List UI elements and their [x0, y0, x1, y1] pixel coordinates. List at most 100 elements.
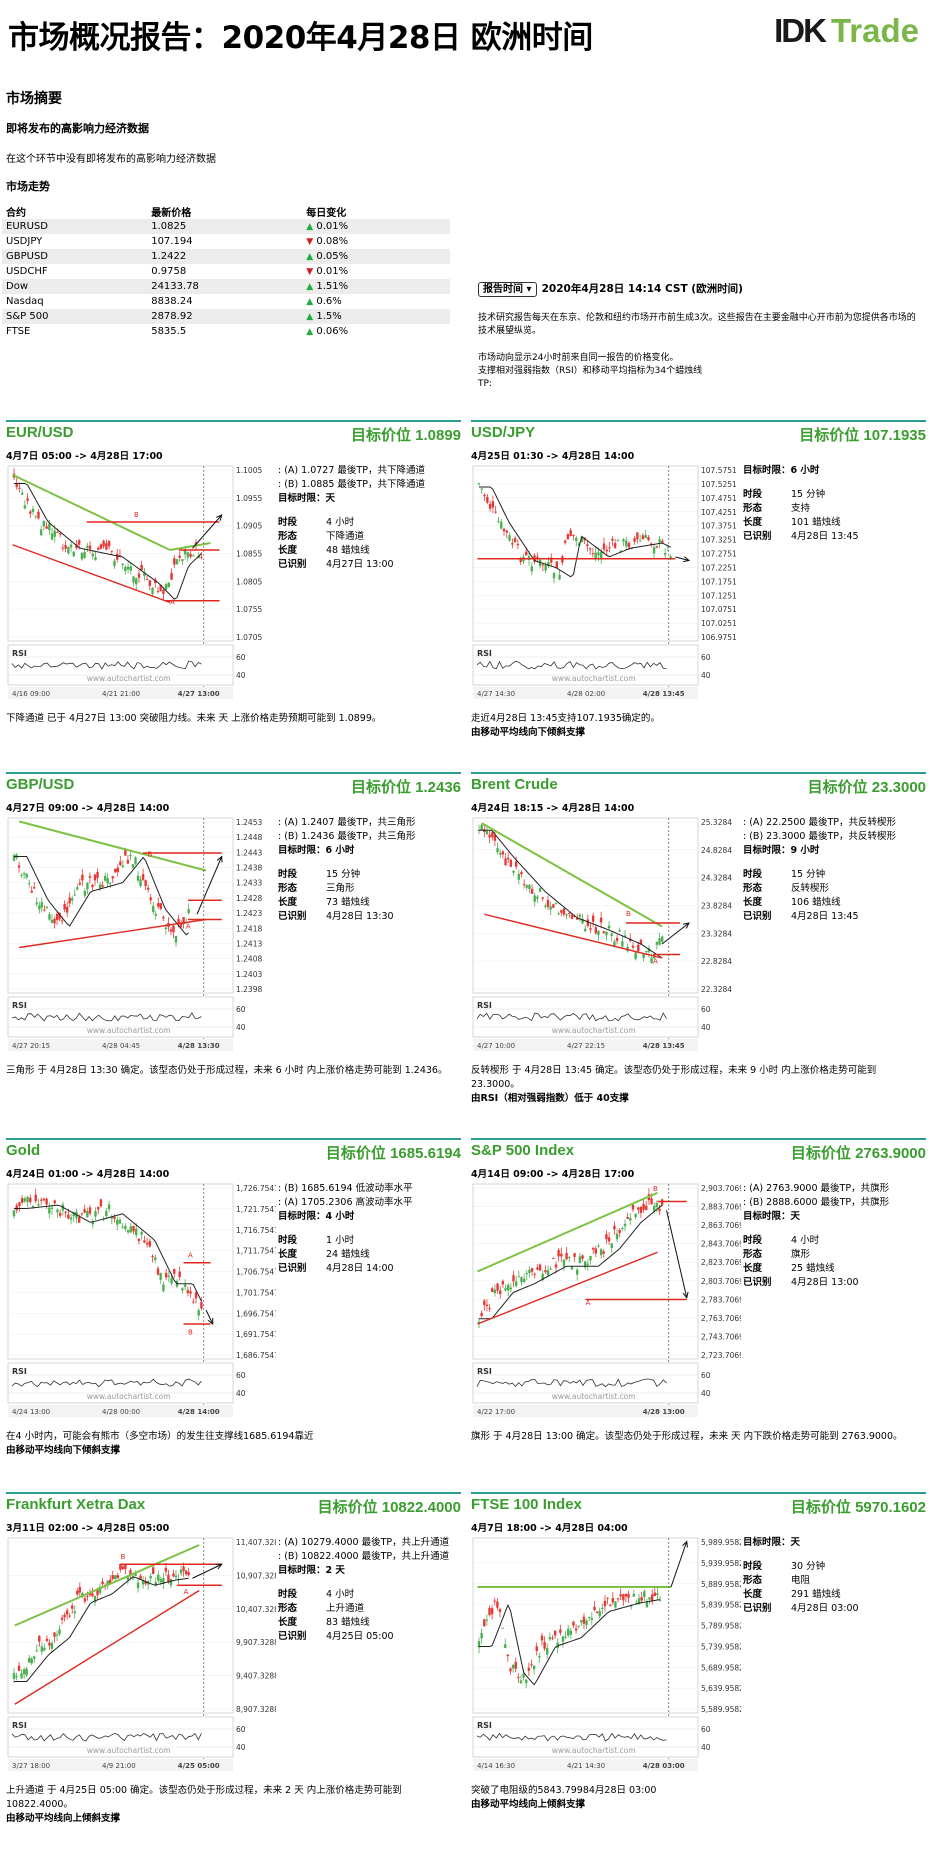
table-row: GBPUSD 1.2422 ▲ 0.05%: [2, 249, 450, 264]
candle: [186, 1290, 190, 1294]
candle: [12, 1210, 16, 1217]
candle: [162, 589, 165, 595]
target-line: : (A) 1.0727 最後TP，共下降通道: [278, 465, 425, 476]
candle: [658, 1208, 661, 1212]
candle: [58, 1213, 62, 1216]
candle: [619, 550, 622, 552]
candle: [91, 1221, 94, 1225]
candle: [565, 914, 568, 916]
candle: [20, 1198, 24, 1203]
candle: [520, 872, 523, 875]
candle: [554, 903, 558, 905]
candle: [151, 587, 154, 594]
candle: [543, 1641, 546, 1649]
candle: [480, 488, 483, 490]
target-line: 目标时限：天: [743, 1537, 801, 1548]
candle: [129, 855, 132, 857]
table-row: FTSE 5835.5 ▲ 0.06%: [2, 324, 450, 339]
rsi-panel: [472, 996, 699, 1038]
candle: [549, 906, 552, 910]
candle: [80, 553, 84, 560]
candle: [25, 873, 28, 878]
date-range: 3月11日 02:00 -> 4月28日 05:00: [6, 1523, 170, 1534]
candle: [647, 537, 650, 541]
plot-area: [472, 1183, 699, 1360]
candle: [107, 1204, 111, 1210]
rsi-tick-label: 60: [236, 1005, 246, 1014]
candle: [533, 1273, 536, 1275]
pattern-point-label: A: [170, 598, 175, 606]
info-row: 形态 电阻: [743, 1575, 811, 1586]
info-row: 时段 4 小时: [743, 1235, 820, 1246]
info-row: 长度 48 蜡烛线: [278, 545, 370, 556]
candle: [58, 1629, 61, 1635]
y-tick-label: 1.0805: [236, 577, 262, 586]
info-row: 长度 73 蜡烛线: [278, 897, 370, 908]
x-axis-bar: [473, 687, 698, 699]
candle: [511, 543, 514, 545]
candle: [144, 1581, 147, 1584]
candle: [170, 572, 173, 580]
info-row: 形态 下降通道: [278, 531, 365, 542]
candle: [137, 1238, 141, 1241]
candle: [72, 1212, 75, 1217]
candle: [167, 1574, 170, 1582]
candle: [500, 521, 503, 529]
candle: [91, 553, 94, 557]
candle: [110, 550, 113, 552]
panel-divider: [471, 420, 926, 422]
x-tick-label: 4/22 17:00: [477, 1408, 515, 1416]
y-tick-label: 2,763.7069: [701, 1314, 741, 1323]
candle: [491, 1288, 494, 1292]
candle: [614, 1601, 617, 1608]
y-tick-label: 1.2453: [236, 818, 262, 827]
y-tick-label: 1.0855: [236, 550, 262, 559]
candle: [658, 539, 661, 543]
candle: [517, 1276, 521, 1278]
up-arrow-icon: ▲: [306, 312, 314, 322]
y-tick-label: 24.3284: [701, 874, 732, 883]
watermark: www.autochartist.com: [552, 674, 636, 683]
report-time-button[interactable]: 报告时间 ▾: [478, 282, 537, 297]
candle: [615, 937, 619, 941]
candle: [629, 939, 632, 942]
forecast-arrow: [192, 1563, 222, 1579]
instrument-name: GBP/USD: [6, 776, 75, 793]
y-tick-label: 1.0955: [236, 494, 262, 503]
candle: [27, 883, 31, 885]
target-line: : (B) 1.2436 最後TP，共三角形: [278, 831, 416, 842]
candle: [105, 543, 108, 550]
candle: [167, 582, 171, 588]
candle: [45, 1638, 49, 1641]
date-range: 4月7日 18:00 -> 4月28日 04:00: [471, 1523, 628, 1534]
candle: [566, 534, 570, 540]
down-arrow-icon: ▼: [306, 267, 314, 277]
candle: [98, 1586, 102, 1593]
candle: [172, 1573, 175, 1577]
candle: [622, 1594, 625, 1601]
y-tick-label: 1.2398: [236, 985, 262, 994]
candle: [625, 540, 628, 547]
panel-divider: [6, 1138, 461, 1140]
target-price: 目标价位 1685.6194: [325, 1145, 461, 1162]
candle: [63, 903, 66, 910]
info-row: 长度 25 蜡烛线: [743, 1263, 835, 1274]
candle: [607, 925, 611, 929]
candle: [606, 1597, 609, 1599]
candle: [18, 487, 21, 489]
candle: [25, 1668, 28, 1676]
candle: [575, 537, 578, 542]
y-tick-label: 107.4251: [701, 508, 737, 517]
y-tick-label: 9,907.3288: [236, 1638, 276, 1647]
candle: [91, 1593, 94, 1597]
candle: [514, 1661, 517, 1669]
candle: [483, 494, 486, 497]
candle: [538, 888, 542, 892]
candle: [573, 1253, 576, 1257]
candle: [631, 945, 635, 948]
candle: [162, 1284, 165, 1292]
pattern-description: 走近4月28日 13:45支持107.1935确定的。 由移动平均线向下倾斜支撑: [471, 713, 660, 738]
candle: [15, 1676, 18, 1678]
candle: [569, 1630, 573, 1635]
moving-average-line: [14, 856, 189, 936]
